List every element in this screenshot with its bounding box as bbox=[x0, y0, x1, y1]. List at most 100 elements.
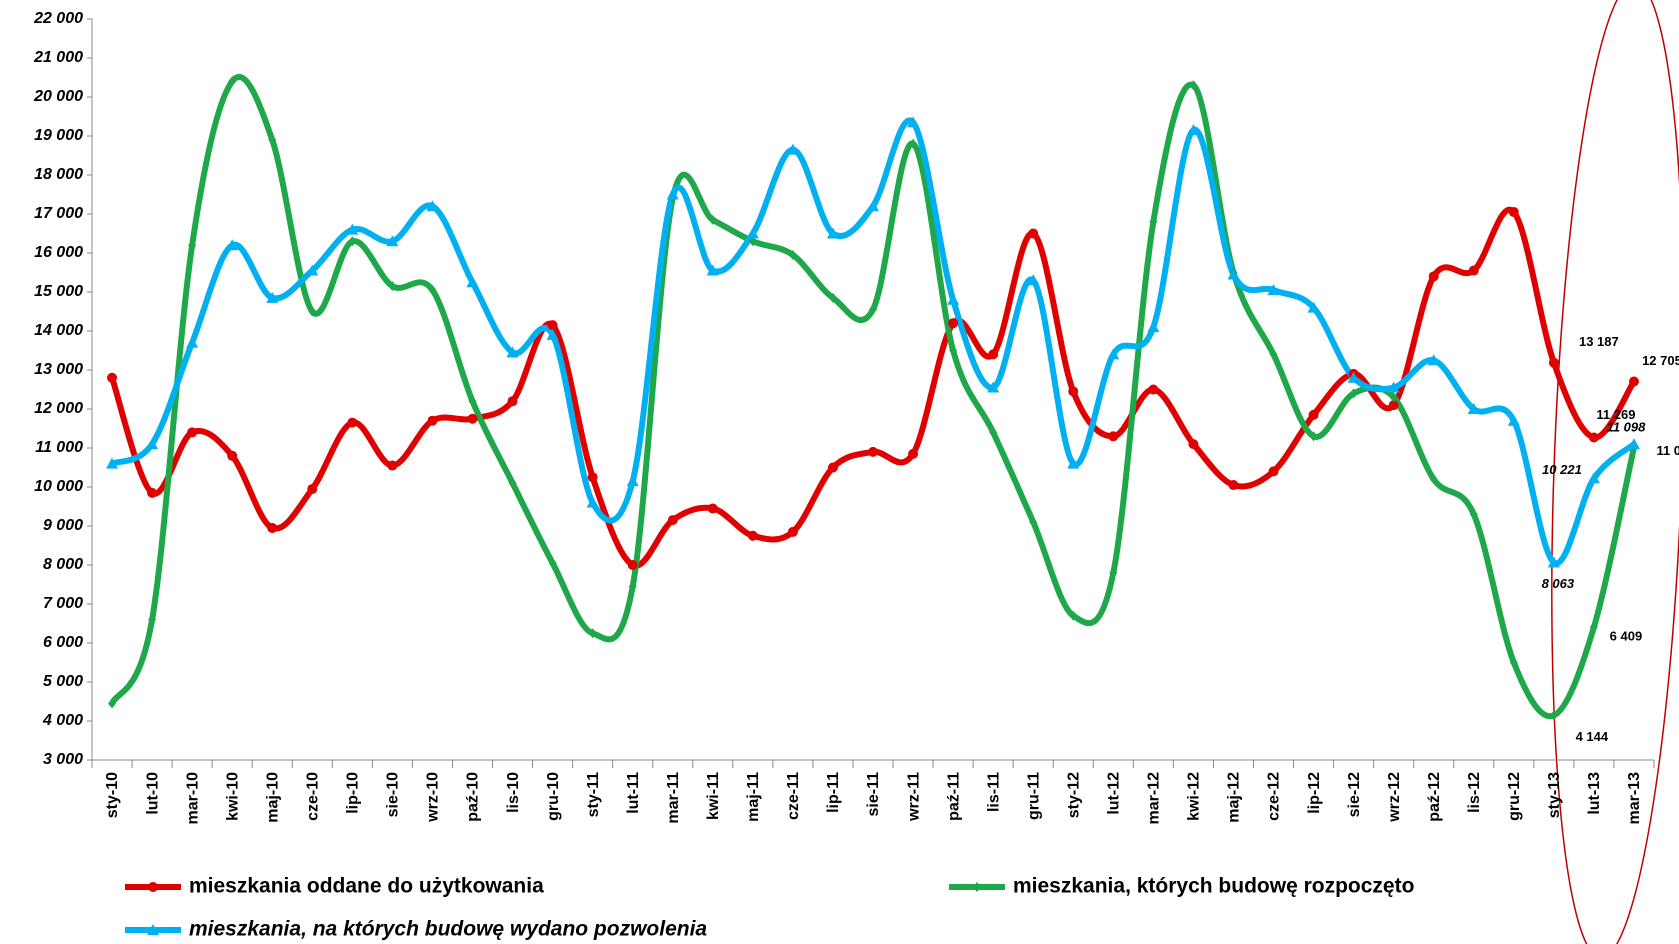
data-label: 11 098 bbox=[1607, 420, 1647, 435]
marker bbox=[347, 417, 358, 428]
marker bbox=[427, 415, 438, 426]
x-tick-label: mar-12 bbox=[1146, 772, 1163, 825]
marker bbox=[1347, 371, 1360, 383]
x-tick-label: paź-11 bbox=[945, 772, 962, 821]
series-line bbox=[110, 117, 1636, 567]
marker bbox=[508, 478, 517, 489]
marker bbox=[1387, 381, 1400, 393]
marker bbox=[266, 291, 279, 303]
marker bbox=[666, 188, 679, 200]
x-tick-label: cze-10 bbox=[305, 772, 322, 821]
marker bbox=[387, 460, 398, 471]
marker bbox=[748, 236, 757, 247]
x-tick-label: lut-10 bbox=[144, 772, 161, 815]
marker bbox=[628, 581, 637, 592]
x-tick-label: sty-13 bbox=[1546, 772, 1563, 818]
marker bbox=[1069, 610, 1078, 621]
marker bbox=[1628, 376, 1639, 387]
marker bbox=[386, 235, 399, 247]
marker bbox=[867, 200, 879, 212]
x-tick-label: sie-12 bbox=[1346, 772, 1363, 817]
marker bbox=[1068, 386, 1079, 397]
x-tick-label: maj-11 bbox=[745, 772, 762, 822]
marker bbox=[1427, 354, 1440, 366]
y-tick-label: 15 000 bbox=[34, 283, 83, 300]
marker bbox=[1027, 274, 1040, 286]
data-label: 8 063 bbox=[1542, 576, 1575, 591]
x-tick-label: kwi-10 bbox=[224, 772, 241, 821]
marker bbox=[1028, 228, 1039, 239]
marker bbox=[187, 427, 198, 438]
marker bbox=[1508, 207, 1519, 218]
marker bbox=[468, 396, 477, 407]
marker bbox=[909, 138, 918, 149]
data-label: 12 705 bbox=[1642, 353, 1679, 368]
y-tick-label: 11 000 bbox=[35, 439, 83, 456]
marker bbox=[746, 227, 759, 239]
marker bbox=[907, 116, 920, 128]
marker bbox=[787, 526, 798, 537]
x-tick-label: paź-12 bbox=[1426, 772, 1443, 822]
x-tick-label: sty-12 bbox=[1065, 772, 1082, 818]
marker bbox=[1467, 403, 1480, 414]
marker bbox=[1267, 284, 1280, 296]
marker bbox=[627, 560, 638, 570]
marker bbox=[827, 462, 838, 473]
y-tick-label: 14 000 bbox=[34, 322, 83, 339]
marker bbox=[1428, 271, 1439, 282]
marker bbox=[1107, 348, 1120, 360]
y-tick-label: 13 000 bbox=[34, 361, 83, 378]
marker bbox=[1627, 438, 1640, 450]
x-tick-label: kwi-11 bbox=[705, 772, 722, 820]
marker bbox=[1268, 466, 1279, 477]
y-tick-label: 22 000 bbox=[33, 10, 83, 27]
marker bbox=[1269, 349, 1278, 360]
y-tick-label: 19 000 bbox=[34, 127, 83, 144]
marker bbox=[828, 292, 837, 303]
marker bbox=[1469, 509, 1478, 520]
marker bbox=[587, 472, 598, 483]
marker bbox=[1148, 384, 1159, 395]
marker bbox=[228, 76, 237, 87]
marker bbox=[388, 281, 397, 292]
x-tick-label: wrz-12 bbox=[1386, 772, 1403, 823]
marker bbox=[1388, 400, 1399, 411]
x-tick-label: gru-10 bbox=[545, 772, 562, 821]
marker bbox=[426, 200, 439, 212]
marker bbox=[1187, 124, 1200, 136]
y-tick-label: 7 000 bbox=[43, 595, 83, 612]
marker bbox=[786, 143, 799, 155]
x-tick-label: sie-10 bbox=[385, 772, 402, 817]
data-label: 4 144 bbox=[1576, 729, 1609, 744]
y-tick-label: 18 000 bbox=[34, 166, 83, 183]
marker bbox=[1067, 457, 1080, 469]
highlight-ellipse bbox=[1551, 0, 1679, 944]
x-tick-label: lip-12 bbox=[1306, 772, 1323, 814]
x-tick-label: lip-11 bbox=[825, 772, 842, 813]
x-tick-label: maj-12 bbox=[1226, 772, 1243, 823]
x-tick-label: maj-10 bbox=[264, 772, 281, 823]
y-tick-label: 21 000 bbox=[33, 49, 83, 66]
marker bbox=[1029, 517, 1038, 528]
marker bbox=[1228, 480, 1239, 491]
marker bbox=[1588, 432, 1599, 443]
marker bbox=[706, 264, 719, 276]
marker bbox=[973, 882, 981, 892]
x-tick-label: lut-13 bbox=[1586, 772, 1603, 815]
marker bbox=[1507, 414, 1520, 426]
marker bbox=[586, 496, 599, 508]
x-tick-label: lis-11 bbox=[985, 772, 1002, 812]
data-label: 11 269 bbox=[1596, 407, 1635, 422]
x-tick-label: gru-12 bbox=[1506, 772, 1523, 821]
y-tick-label: 9 000 bbox=[43, 517, 83, 534]
marker bbox=[989, 427, 998, 438]
marker bbox=[268, 134, 277, 145]
legend-label: mieszkania oddane do użytkowania bbox=[189, 875, 544, 898]
x-tick-label: wrz-11 bbox=[905, 772, 922, 822]
marker bbox=[188, 240, 197, 251]
series-line bbox=[109, 74, 1637, 720]
legend-label: mieszkania, na których budowę wydano poz… bbox=[189, 918, 707, 941]
x-tick-label: lut-12 bbox=[1106, 772, 1123, 815]
x-tick-label: lis-10 bbox=[505, 772, 522, 813]
